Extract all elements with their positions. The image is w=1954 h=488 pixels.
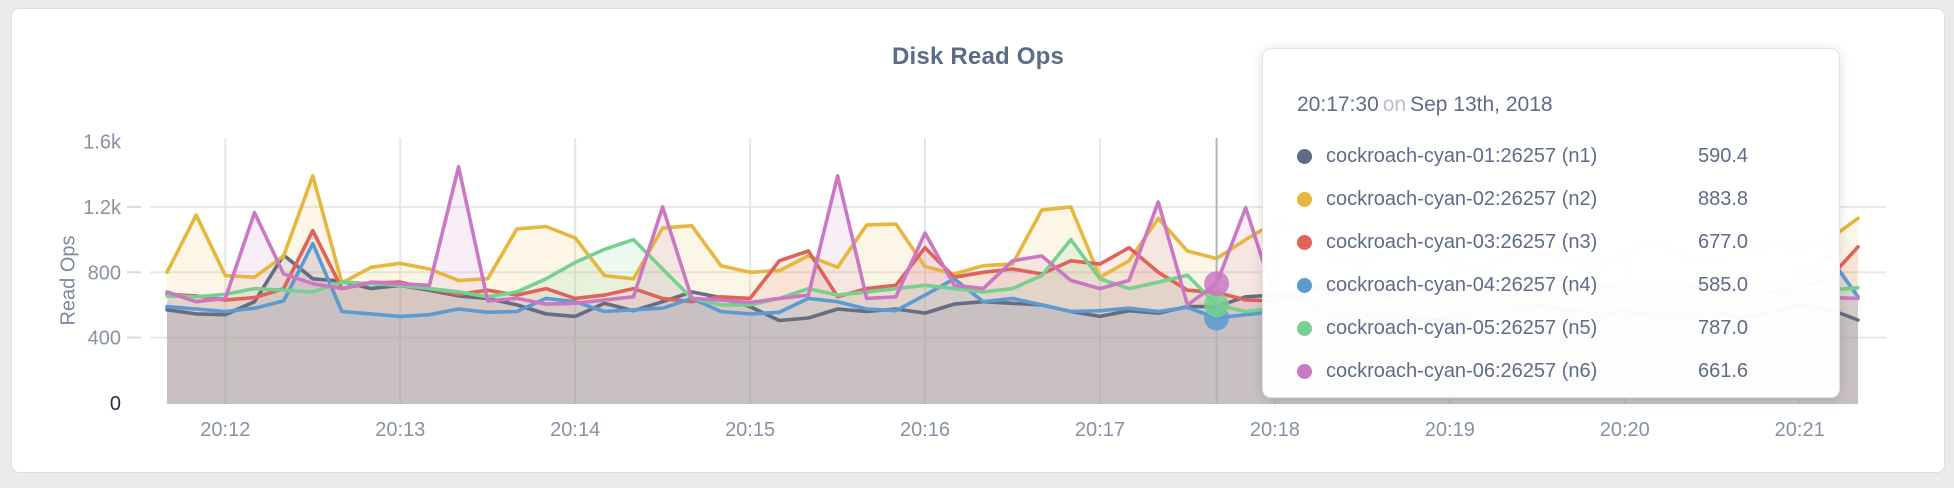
x-tick-label: 20:19 (1425, 419, 1475, 441)
x-tick-label: 20:15 (725, 419, 775, 441)
series-value: 585.0 (1698, 274, 1749, 296)
series-name: cockroach-cyan-04:26257 (n4) (1326, 274, 1598, 296)
y-tick-label: 1.2k (83, 197, 122, 219)
series-value: 661.6 (1698, 360, 1749, 382)
series-value: 787.0 (1698, 317, 1749, 339)
series-value: 883.8 (1698, 188, 1749, 210)
tooltip-row: cockroach-cyan-05:26257 (n5) 787.0 (1297, 307, 1805, 350)
x-tick-label: 20:20 (1600, 419, 1650, 441)
tooltip-row: cockroach-cyan-04:26257 (n4) 585.0 (1297, 264, 1805, 307)
series-color-dot-icon (1297, 321, 1312, 336)
tooltip-row: cockroach-cyan-02:26257 (n2) 883.8 (1297, 178, 1805, 221)
tooltip-rows: cockroach-cyan-01:26257 (n1) 590.4 cockroa… (1263, 135, 1839, 393)
y-tick-label: 0 (110, 393, 121, 415)
series-value: 590.4 (1698, 145, 1749, 167)
tooltip-time: 20:17:30 (1297, 93, 1379, 116)
x-tick-label: 20:16 (900, 419, 950, 441)
x-tick-label: 20:13 (375, 419, 425, 441)
tooltip-row: cockroach-cyan-01:26257 (n1) 590.4 (1297, 135, 1805, 178)
y-tick-label: 400 (88, 328, 121, 350)
series-color-dot-icon (1297, 235, 1312, 250)
series-color-dot-icon (1297, 149, 1312, 164)
x-tick-label: 20:14 (550, 419, 600, 441)
tooltip-header: 20:17:30 on Sep 13th, 2018 (1297, 93, 1839, 117)
chart-tooltip: 20:17:30 on Sep 13th, 2018 cockroach-cyan-… (1262, 48, 1840, 398)
series-color-dot-icon (1297, 364, 1312, 379)
tooltip-date: Sep 13th, 2018 (1410, 93, 1553, 116)
series-value: 677.0 (1698, 231, 1749, 253)
y-tick-label: 1.6k (83, 132, 122, 154)
x-tick-label: 20:21 (1775, 419, 1825, 441)
series-name: cockroach-cyan-05:26257 (n5) (1326, 317, 1598, 339)
tooltip-row: cockroach-cyan-06:26257 (n6) 661.6 (1297, 350, 1805, 393)
x-tick-label: 20:12 (200, 419, 250, 441)
x-tick-label: 20:17 (1075, 419, 1125, 441)
hover-dot-n5 (1204, 292, 1230, 318)
x-tick-label: 20:18 (1250, 419, 1300, 441)
y-tick-label: 800 (88, 262, 121, 284)
hover-dot-n6 (1204, 271, 1230, 297)
series-name: cockroach-cyan-06:26257 (n6) (1326, 360, 1598, 382)
series-name: cockroach-cyan-02:26257 (n2) (1326, 188, 1598, 210)
series-name: cockroach-cyan-03:26257 (n3) (1326, 231, 1598, 253)
series-color-dot-icon (1297, 192, 1312, 207)
tooltip-preposition: on (1382, 93, 1407, 116)
series-color-dot-icon (1297, 278, 1312, 293)
chart-title: Disk Read Ops (892, 43, 1064, 70)
tooltip-row: cockroach-cyan-03:26257 (n3) 677.0 (1297, 221, 1805, 264)
series-name: cockroach-cyan-01:26257 (n1) (1326, 145, 1598, 167)
